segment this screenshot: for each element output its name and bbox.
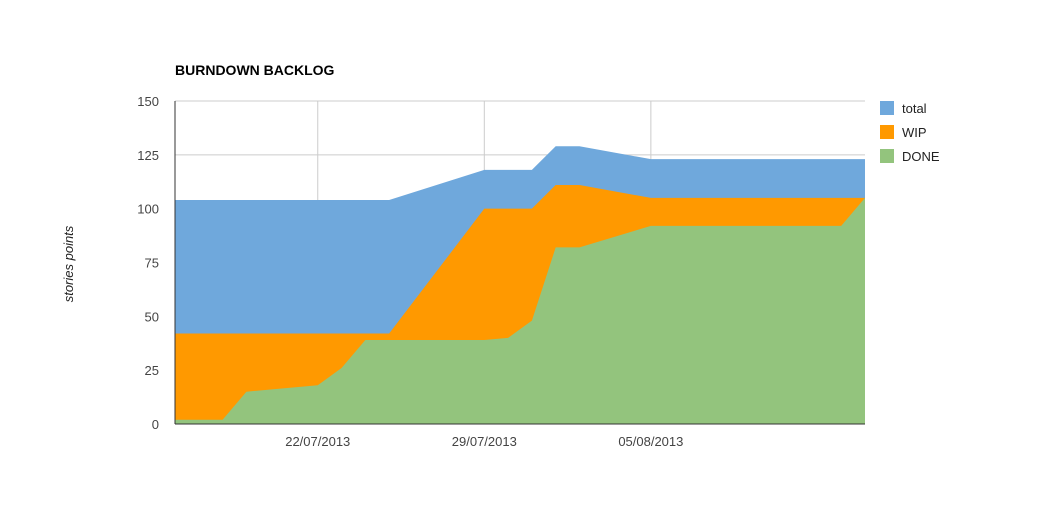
x-tick-label: 29/07/2013 (452, 434, 517, 449)
legend-swatch-wip (880, 125, 894, 139)
y-tick-labels: 0 25 50 75 100 125 150 (137, 94, 159, 432)
legend-label-total: total (902, 101, 927, 116)
legend-swatch-total (880, 101, 894, 115)
area-done (175, 197, 865, 424)
y-tick-label: 50 (145, 309, 159, 324)
x-tick-labels: 22/07/2013 29/07/2013 05/08/2013 (285, 434, 683, 449)
chart-title: BURNDOWN BACKLOG (175, 62, 335, 78)
legend: total WIP DONE (880, 101, 940, 164)
y-tick-label: 100 (137, 202, 159, 217)
x-tick-label: 22/07/2013 (285, 434, 350, 449)
legend-label-wip: WIP (902, 125, 927, 140)
y-tick-label: 0 (152, 417, 159, 432)
legend-label-done: DONE (902, 149, 940, 164)
y-tick-label: 75 (145, 256, 159, 271)
y-axis-label: stories points (61, 225, 76, 302)
y-tick-label: 125 (137, 148, 159, 163)
legend-swatch-done (880, 149, 894, 163)
y-tick-label: 25 (145, 363, 159, 378)
area-series (175, 146, 865, 424)
y-tick-label: 150 (137, 94, 159, 109)
axes (174, 101, 865, 425)
x-tick-label: 05/08/2013 (618, 434, 683, 449)
